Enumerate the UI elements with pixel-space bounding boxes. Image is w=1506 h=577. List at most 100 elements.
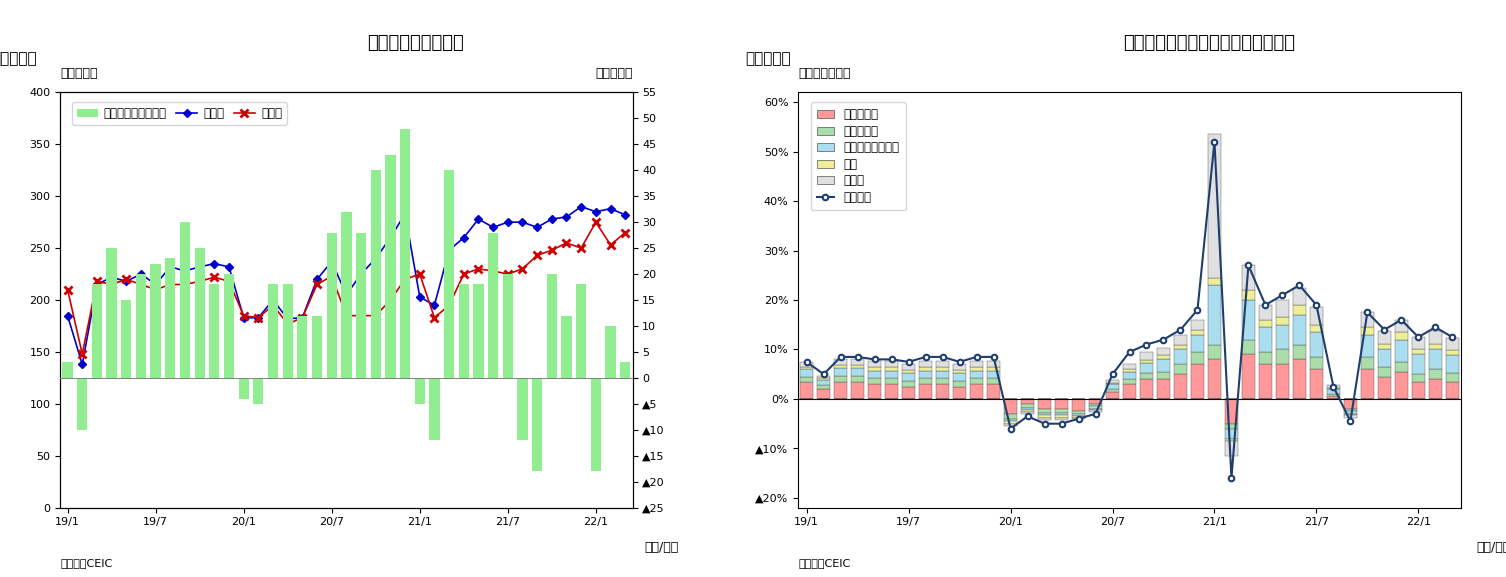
Bar xyxy=(1413,354,1425,374)
Bar xyxy=(444,170,455,378)
Bar xyxy=(1343,415,1357,418)
Bar xyxy=(851,365,864,368)
Bar xyxy=(953,364,965,370)
Bar xyxy=(953,381,965,387)
Bar xyxy=(224,274,233,378)
Bar xyxy=(179,222,190,378)
Bar xyxy=(1242,340,1254,354)
Bar xyxy=(238,378,248,399)
Bar xyxy=(1208,359,1221,399)
Bar xyxy=(1140,353,1154,360)
Bar xyxy=(386,155,396,378)
Bar xyxy=(1343,399,1357,409)
Bar xyxy=(1056,399,1068,409)
Bar xyxy=(1056,413,1068,415)
Bar xyxy=(1005,414,1017,419)
Bar xyxy=(1310,332,1322,357)
Bar xyxy=(937,368,949,371)
Bar xyxy=(355,233,366,378)
Bar xyxy=(1105,380,1119,383)
Bar xyxy=(970,361,983,368)
Bar xyxy=(1056,418,1068,420)
Bar xyxy=(1310,357,1322,369)
Bar xyxy=(151,264,161,378)
Bar xyxy=(1327,385,1340,388)
Bar xyxy=(1242,354,1254,399)
Bar xyxy=(1310,369,1322,399)
Bar xyxy=(1378,367,1390,377)
Bar xyxy=(1259,305,1271,320)
Bar xyxy=(1378,343,1390,350)
Bar xyxy=(818,380,830,385)
Legend: 貿易収支（右目盛）, 輸出額, 輸入額: 貿易収支（右目盛）, 輸出額, 輸入額 xyxy=(72,102,286,125)
Bar xyxy=(1191,335,1203,352)
Bar xyxy=(1413,381,1425,399)
Bar xyxy=(818,376,830,378)
Bar xyxy=(1429,379,1441,399)
Bar xyxy=(869,371,881,378)
Bar xyxy=(1395,372,1408,399)
Bar xyxy=(902,381,916,387)
Bar xyxy=(851,376,864,381)
Bar xyxy=(988,384,1000,399)
Bar xyxy=(429,378,440,440)
Bar xyxy=(297,316,307,378)
Bar xyxy=(834,365,846,368)
Bar xyxy=(1140,379,1154,399)
Bar xyxy=(1191,364,1203,399)
Bar xyxy=(1327,394,1340,396)
Bar xyxy=(1361,312,1373,327)
Bar xyxy=(1021,408,1035,410)
Bar xyxy=(1378,331,1390,343)
Bar xyxy=(800,377,813,381)
Bar xyxy=(1157,348,1170,355)
Text: （億ドル）: （億ドル） xyxy=(60,67,98,80)
Bar xyxy=(1089,399,1102,404)
Bar xyxy=(1072,416,1084,418)
Bar xyxy=(1259,352,1271,364)
Bar xyxy=(1361,335,1373,357)
Bar xyxy=(1429,369,1441,379)
Bar xyxy=(851,359,864,365)
Bar xyxy=(1038,418,1051,420)
Bar xyxy=(1429,350,1441,369)
Bar xyxy=(1191,329,1203,335)
Bar xyxy=(1224,439,1238,441)
Bar xyxy=(988,378,1000,384)
Bar xyxy=(1413,350,1425,354)
Bar xyxy=(886,384,898,399)
Bar xyxy=(1208,344,1221,359)
Bar xyxy=(1021,410,1035,413)
Bar xyxy=(1038,413,1051,415)
Bar xyxy=(1327,388,1340,389)
Bar xyxy=(1157,355,1170,359)
Bar xyxy=(834,359,846,365)
Bar xyxy=(1191,352,1203,364)
Bar xyxy=(1395,320,1408,332)
Bar xyxy=(970,371,983,378)
Bar xyxy=(1276,350,1289,364)
Bar xyxy=(1089,406,1102,409)
Bar xyxy=(1242,300,1254,340)
Bar xyxy=(562,316,572,378)
Bar xyxy=(1294,305,1306,315)
Legend: 電話・部品, 織物・衣類, 電気製品・同部品, 履物, その他, 輸出合計: 電話・部品, 織物・衣類, 電気製品・同部品, 履物, その他, 輸出合計 xyxy=(810,102,905,210)
Bar xyxy=(919,368,932,371)
Bar xyxy=(919,371,932,378)
Bar xyxy=(1191,320,1203,329)
Bar xyxy=(1224,399,1238,424)
Bar xyxy=(1140,364,1154,373)
Bar xyxy=(919,378,932,384)
Bar xyxy=(473,284,483,378)
Bar xyxy=(620,362,631,378)
Bar xyxy=(988,361,1000,368)
Bar xyxy=(1259,327,1271,352)
X-axis label: （年/月）: （年/月） xyxy=(645,541,678,554)
Bar xyxy=(253,378,264,404)
Bar xyxy=(590,378,601,471)
Text: （前年同月比）: （前年同月比） xyxy=(798,67,851,80)
Bar xyxy=(937,378,949,384)
Bar xyxy=(800,367,813,369)
Bar xyxy=(953,373,965,381)
Bar xyxy=(1208,134,1221,278)
